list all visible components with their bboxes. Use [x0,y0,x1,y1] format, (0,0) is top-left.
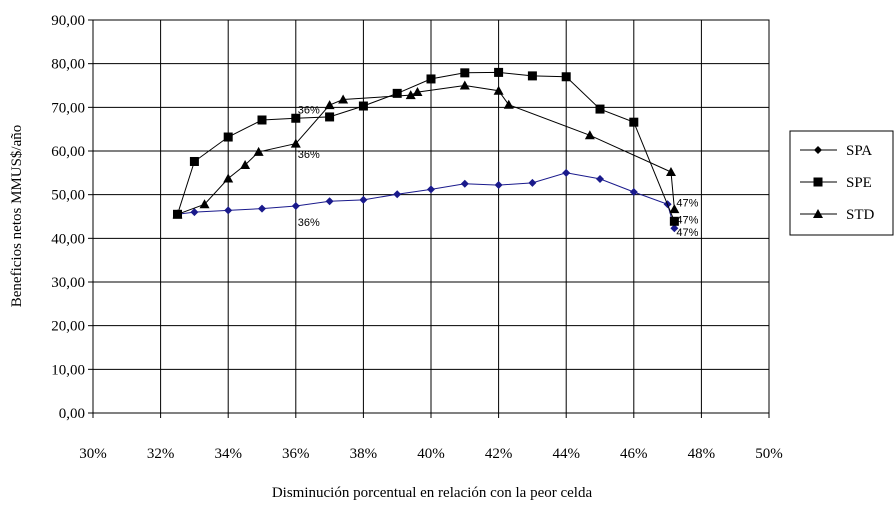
data-point-std [669,204,680,214]
data-point-spa [528,178,537,187]
legend: SPA SPE STD [789,130,894,236]
y-axis-label: Beneficios netos MMUS$/año [9,125,25,307]
data-point-std [405,90,416,100]
x-tick-label: 42% [485,446,513,462]
data-point-spa [393,190,402,199]
data-point-std [324,100,335,110]
x-tick-label: 34% [214,446,242,462]
x-tick-label: 46% [620,446,648,462]
x-tick-label: 44% [552,446,580,462]
y-tick-label: 0,00 [59,406,85,422]
data-point-spe [629,117,639,127]
legend-marker-spa [814,146,822,154]
y-axis-ticks: 0,00 10,00 20,00 30,00 40,00 50,00 60,00 70,00 8… [51,13,93,422]
data-point-spe [358,101,368,111]
data-point-spa [427,185,435,194]
legend-label: SPA [846,143,872,159]
data-point-spe [460,68,470,78]
legend-item-std: STD [800,207,875,223]
data-point-std [493,85,504,95]
legend-marker-spe [813,177,823,187]
x-axis-label: Disminución porcentual en relación con l… [272,485,593,501]
data-point-spe [189,156,199,166]
y-tick-label: 30,00 [51,275,85,291]
data-point-spa [258,204,266,213]
series-line-spe [177,71,675,222]
data-point-std [223,173,234,183]
data-point-std [412,87,423,97]
data-point-spe [392,88,402,98]
x-tick-label: 50% [755,446,783,462]
series-std [172,80,680,219]
data-point-spe [595,104,605,114]
y-tick-label: 10,00 [51,362,85,378]
data-point-spa [670,224,679,233]
annotation-label: 36% [298,217,320,229]
data-point-spa [629,188,638,197]
data-point-spa [562,168,571,177]
series-group [172,67,680,233]
y-tick-label: 20,00 [51,319,85,335]
legend-box [789,130,894,236]
data-point-std [199,199,210,209]
y-tick-label: 50,00 [51,188,85,204]
annotation-label: 47% [676,227,698,239]
data-point-spe [494,67,504,77]
annotation-label: 47% [676,215,698,227]
annotations: 36%36%36%47%47%47% [298,105,699,239]
x-tick-label: 38% [350,446,378,462]
data-point-spe [561,72,571,82]
data-point-spa [596,174,604,183]
data-point-spe [223,132,233,142]
x-tick-label: 48% [688,446,716,462]
y-tick-label: 90,00 [51,13,85,29]
data-point-std [172,209,183,219]
x-tick-label: 32% [147,446,175,462]
annotation-label: 36% [298,105,320,117]
data-point-std [240,159,251,169]
x-axis-ticks: 30% 32% 34% 36% 38% 40% 42% 44% 46% 48% 50% [79,413,783,462]
data-point-std [584,130,595,140]
legend-label: STD [846,207,875,223]
grid-lines [93,20,769,413]
x-tick-label: 36% [282,446,310,462]
data-point-spe [325,112,335,122]
data-point-std [665,166,676,176]
legend-marker-std [813,209,823,218]
legend-label: SPE [846,175,872,191]
series-line-std [177,84,675,215]
data-point-std [503,99,514,109]
data-point-std [290,138,301,148]
data-point-spe [257,115,267,125]
data-point-spa [325,197,334,206]
data-point-std [459,80,470,90]
data-point-spe [426,74,436,84]
data-point-spa [291,202,300,211]
x-tick-label: 30% [79,446,107,462]
data-point-spa [359,195,368,204]
data-point-std [338,94,349,104]
y-tick-label: 70,00 [51,100,85,116]
series-spe [173,67,679,226]
y-tick-label: 60,00 [51,144,85,160]
data-point-std [253,146,264,156]
series-spa [173,168,679,233]
legend-item-spe: SPE [800,175,872,191]
annotation-label: 36% [298,149,320,161]
x-tick-label: 40% [417,446,445,462]
y-tick-label: 40,00 [51,231,85,247]
data-point-spa [460,179,469,188]
data-point-spe [291,113,301,123]
data-point-spa [494,181,503,190]
data-point-spa [190,208,199,217]
data-point-spa [224,206,233,215]
legend-item-spa: SPA [800,143,872,159]
annotation-label: 47% [676,198,698,210]
data-point-spe [669,216,679,226]
y-tick-label: 80,00 [51,57,85,73]
data-point-spe [527,71,537,81]
